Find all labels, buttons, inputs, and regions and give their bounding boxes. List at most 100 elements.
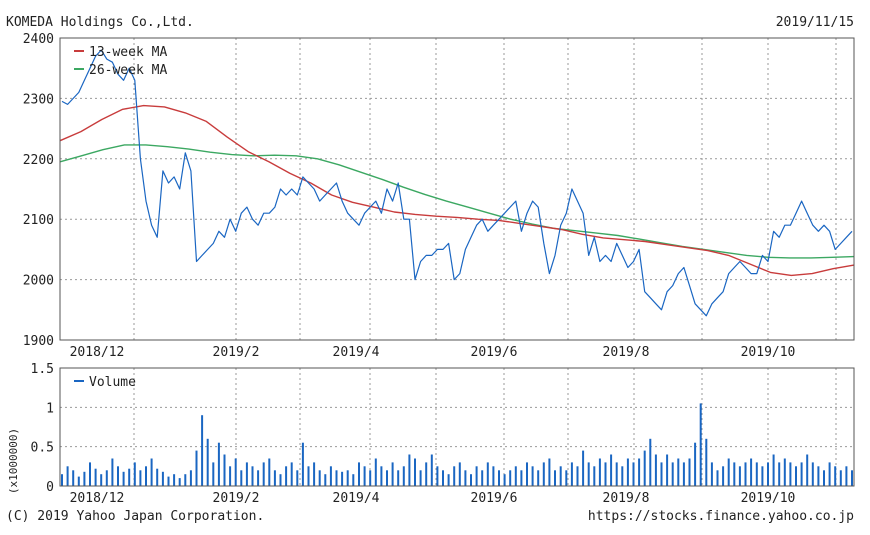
volume-bar bbox=[369, 470, 372, 486]
volume-bar bbox=[195, 450, 198, 486]
volume-bar bbox=[167, 476, 170, 486]
volume-bar bbox=[839, 470, 842, 486]
volume-bar bbox=[402, 466, 405, 486]
price-grid bbox=[60, 38, 854, 340]
volume-bar bbox=[834, 466, 837, 486]
volume-bar bbox=[128, 468, 131, 486]
volume-bar bbox=[111, 458, 114, 486]
volume-ytick-label: 1.5 bbox=[31, 362, 54, 377]
volume-bar bbox=[750, 458, 753, 486]
volume-legend: Volume bbox=[74, 375, 136, 390]
legend-label-ma26: 26-week MA bbox=[89, 63, 167, 78]
volume-bar bbox=[335, 470, 338, 486]
volume-bar bbox=[705, 438, 708, 486]
volume-bar bbox=[772, 454, 775, 486]
price-lines bbox=[59, 49, 855, 317]
volume-bar bbox=[817, 466, 820, 486]
volume-bar bbox=[273, 470, 276, 486]
legend-label-volume: Volume bbox=[89, 375, 136, 390]
volume-bar bbox=[716, 470, 719, 486]
price-ytick-label: 2300 bbox=[23, 92, 54, 107]
volume-bar bbox=[576, 466, 579, 486]
volume-bar bbox=[649, 438, 652, 486]
volume-bar bbox=[105, 470, 108, 486]
volume-bar bbox=[358, 462, 360, 486]
volume-bar bbox=[733, 462, 736, 486]
volume-bar bbox=[313, 462, 316, 486]
volume-bar bbox=[699, 403, 702, 486]
volume-bar bbox=[710, 462, 713, 486]
volume-bar bbox=[386, 470, 388, 486]
volume-bar bbox=[537, 470, 540, 486]
volume-bar bbox=[234, 458, 237, 486]
volume-panel-background bbox=[60, 368, 854, 486]
volume-bar bbox=[823, 470, 825, 486]
volume-bar bbox=[324, 474, 327, 486]
volume-bar bbox=[481, 470, 484, 486]
volume-bar bbox=[217, 442, 220, 486]
volume-bar bbox=[526, 462, 528, 486]
price-ytick-label: 1900 bbox=[23, 334, 54, 349]
volume-bar bbox=[257, 470, 260, 486]
volume-panel: 1.5 1 0.5 0 2018/12 2019/2 2019/4 2019/6 2019/8… bbox=[7, 362, 855, 506]
volume-bar bbox=[77, 476, 80, 486]
volume-bar bbox=[604, 462, 607, 486]
volume-bar bbox=[178, 478, 181, 486]
volume-bar bbox=[133, 462, 136, 486]
volume-bar bbox=[122, 471, 125, 486]
volume-panel-frame bbox=[59, 367, 855, 487]
volume-xtick-label: 2019/2 bbox=[213, 491, 260, 506]
volume-xtick-label: 2019/10 bbox=[741, 491, 796, 506]
volume-bar bbox=[268, 458, 271, 486]
volume-bar bbox=[307, 466, 310, 486]
volume-ytick-label: 1 bbox=[46, 401, 54, 416]
volume-bar bbox=[755, 462, 758, 486]
volume-bar bbox=[458, 462, 461, 486]
volume-bar bbox=[72, 470, 75, 486]
volume-xtick-label: 2019/4 bbox=[333, 491, 380, 506]
volume-bar bbox=[845, 466, 848, 486]
volume-bar bbox=[380, 466, 383, 486]
volume-bar bbox=[363, 466, 366, 486]
volume-bar bbox=[694, 442, 697, 486]
company-title: KOMEDA Holdings Co.,Ltd. bbox=[6, 15, 194, 30]
price-xtick-label: 2019/6 bbox=[471, 345, 518, 360]
volume-bar bbox=[150, 458, 153, 486]
volume-bar bbox=[352, 474, 355, 486]
volume-bar bbox=[559, 466, 562, 486]
ma26-line bbox=[59, 144, 855, 259]
price-y-axis: 2400 2300 2200 2100 2000 1900 bbox=[23, 32, 54, 349]
volume-bar bbox=[145, 466, 147, 486]
volume-bar bbox=[206, 438, 209, 486]
volume-bar bbox=[201, 415, 204, 486]
volume-y-axis: 1.5 1 0.5 0 bbox=[31, 362, 54, 495]
volume-bar bbox=[806, 454, 809, 486]
volume-bar bbox=[593, 466, 596, 486]
volume-bar bbox=[598, 458, 601, 486]
volume-bar bbox=[548, 458, 551, 486]
volume-bar bbox=[329, 466, 332, 486]
volume-bar bbox=[475, 466, 478, 486]
volume-bar bbox=[570, 462, 573, 486]
price-line bbox=[61, 49, 853, 317]
volume-bar bbox=[688, 458, 691, 486]
volume-bar bbox=[117, 466, 119, 486]
ma13-line bbox=[59, 104, 855, 277]
volume-bar bbox=[161, 471, 164, 486]
volume-bar bbox=[341, 471, 344, 486]
volume-bar bbox=[436, 466, 439, 486]
volume-bar bbox=[486, 462, 489, 486]
volume-bar bbox=[778, 462, 781, 486]
price-xtick-label: 2019/10 bbox=[741, 345, 796, 360]
volume-bar bbox=[638, 458, 641, 486]
volume-bar bbox=[447, 474, 450, 486]
volume-bar bbox=[626, 458, 629, 486]
volume-xtick-label: 2019/8 bbox=[603, 491, 650, 506]
volume-bar bbox=[346, 470, 349, 486]
volume-bar bbox=[514, 466, 517, 486]
volume-bar bbox=[245, 462, 248, 486]
volume-ytick-label: 0.5 bbox=[31, 441, 54, 456]
volume-bar bbox=[621, 466, 624, 486]
